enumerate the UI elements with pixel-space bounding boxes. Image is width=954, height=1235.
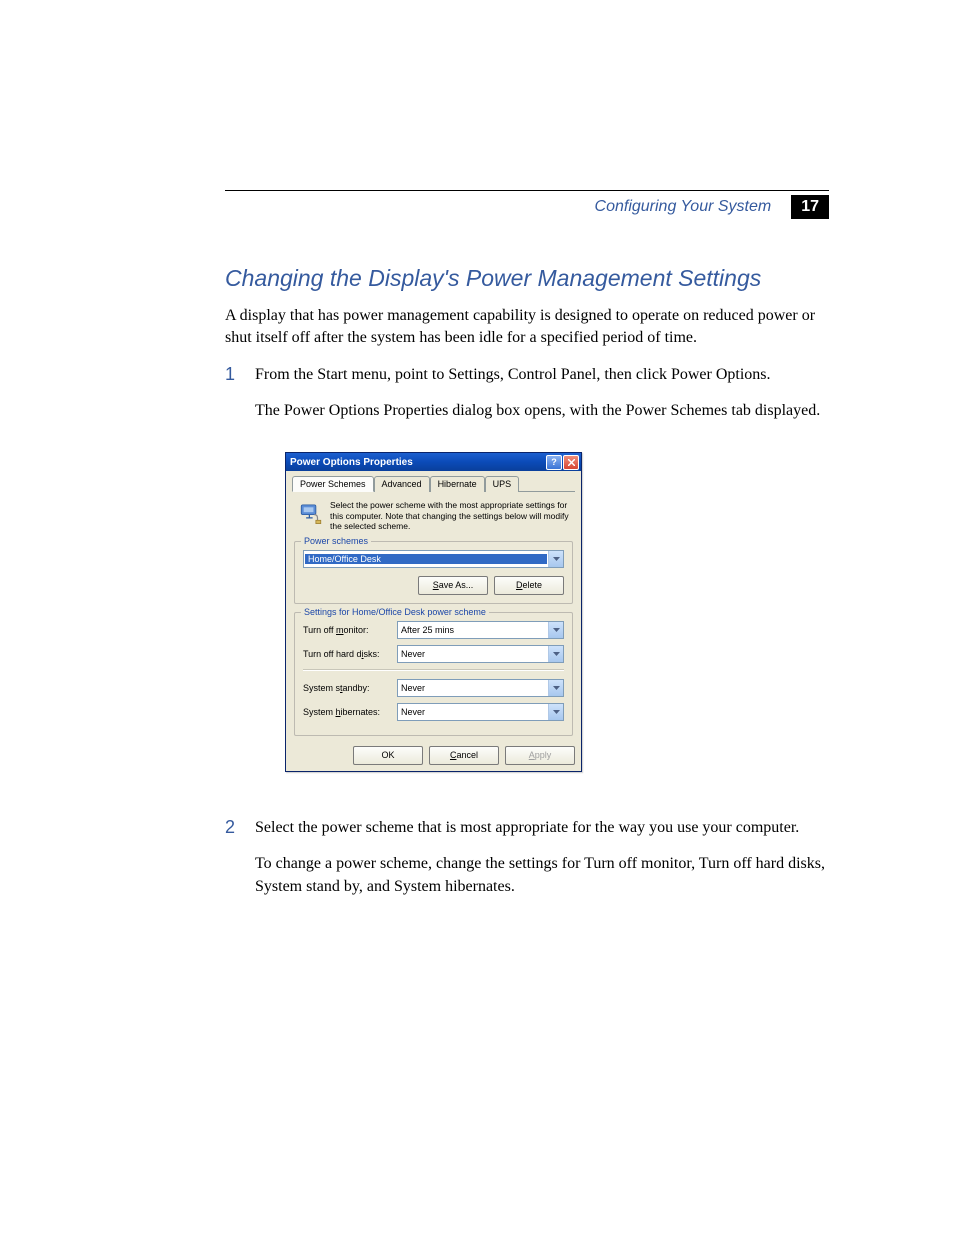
system-standby-row: System standby: Never <box>303 679 564 697</box>
page-header: Configuring Your System 17 <box>225 190 829 219</box>
page-number: 17 <box>791 195 829 219</box>
turn-off-hard-disks-dropdown[interactable]: Never <box>397 645 564 663</box>
scheme-value: Home/Office Desk <box>305 554 547 564</box>
chevron-down-icon <box>548 646 563 662</box>
system-standby-label: System standby: <box>303 683 397 693</box>
chevron-down-icon <box>548 680 563 696</box>
system-hibernates-dropdown[interactable]: Never <box>397 703 564 721</box>
chapter-label: Configuring Your System <box>595 198 772 216</box>
cancel-button[interactable]: Cancel <box>429 746 499 765</box>
settings-legend: Settings for Home/Office Desk power sche… <box>301 607 489 617</box>
turn-off-hard-disks-row: Turn off hard disks: Never <box>303 645 564 663</box>
tab-row: Power Schemes Advanced Hibernate UPS <box>292 475 575 492</box>
step-number: 2 <box>225 817 255 912</box>
step-number: 1 <box>225 364 255 807</box>
tab-power-schemes[interactable]: Power Schemes <box>292 476 374 492</box>
step-2-para-1: Select the power scheme that is most app… <box>255 817 829 839</box>
save-as-button[interactable]: Save As... <box>418 576 488 595</box>
ok-button[interactable]: OK <box>353 746 423 765</box>
step-1-para-1: From the Start menu, point to Settings, … <box>255 364 829 386</box>
step-1-para-2: The Power Options Properties dialog box … <box>255 400 829 422</box>
tab-hibernate[interactable]: Hibernate <box>430 476 485 492</box>
chevron-down-icon <box>548 551 563 567</box>
delete-button[interactable]: Delete <box>494 576 564 595</box>
step-2-para-2: To change a power scheme, change the set… <box>255 853 829 898</box>
system-hibernates-label: System hibernates: <box>303 707 397 717</box>
separator <box>303 669 564 671</box>
power-icon <box>298 500 324 526</box>
section-intro: A display that has power management capa… <box>225 305 829 350</box>
dialog-titlebar[interactable]: Power Options Properties ? <box>286 453 581 471</box>
dialog-title: Power Options Properties <box>290 457 546 468</box>
tab-advanced[interactable]: Advanced <box>374 476 430 492</box>
step-2: 2 Select the power scheme that is most a… <box>225 817 829 912</box>
power-options-dialog: Power Options Properties ? Power Schemes… <box>285 452 582 772</box>
turn-off-monitor-dropdown[interactable]: After 25 mins <box>397 621 564 639</box>
power-schemes-legend: Power schemes <box>301 536 371 546</box>
dialog-description: Select the power scheme with the most ap… <box>330 500 569 531</box>
section-title: Changing the Display's Power Management … <box>225 264 829 293</box>
chevron-down-icon <box>548 704 563 720</box>
apply-button[interactable]: Apply <box>505 746 575 765</box>
system-hibernates-row: System hibernates: Never <box>303 703 564 721</box>
turn-off-monitor-row: Turn off monitor: After 25 mins <box>303 621 564 639</box>
close-button[interactable] <box>563 455 579 470</box>
help-button[interactable]: ? <box>546 455 562 470</box>
step-1: 1 From the Start menu, point to Settings… <box>225 364 829 807</box>
scheme-dropdown[interactable]: Home/Office Desk <box>303 550 564 568</box>
turn-off-hard-disks-label: Turn off hard disks: <box>303 649 397 659</box>
settings-group: Settings for Home/Office Desk power sche… <box>294 612 573 736</box>
system-standby-dropdown[interactable]: Never <box>397 679 564 697</box>
power-schemes-group: Power schemes Home/Office Desk Save As..… <box>294 541 573 604</box>
turn-off-monitor-label: Turn off monitor: <box>303 625 397 635</box>
chevron-down-icon <box>548 622 563 638</box>
tab-ups[interactable]: UPS <box>485 476 520 492</box>
